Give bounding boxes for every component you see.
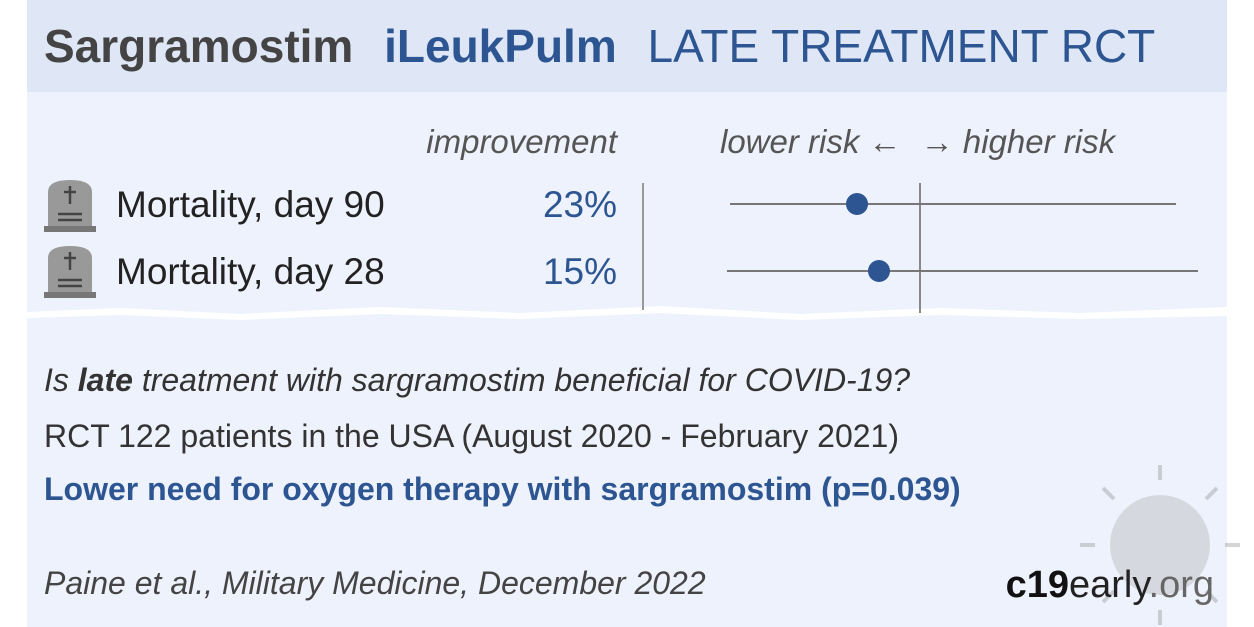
site-part: c19 — [1006, 564, 1069, 606]
improvement: 15% — [543, 251, 617, 292]
site-part: .org — [1149, 564, 1214, 606]
drug: Sargramostim — [44, 20, 353, 72]
lower-risk-text: lower risk ← — [720, 123, 902, 160]
question: Is late treatment with sargramostim bene… — [44, 362, 910, 398]
virus-icon — [1080, 465, 1240, 625]
tombstone-1 — [44, 180, 96, 232]
treatment-label: LATE TREATMENT RCT — [648, 20, 1156, 72]
citation: Paine et al., Military Medicine, Decembe… — [44, 565, 706, 601]
site-part: early — [1069, 564, 1151, 606]
tombstone-2 — [44, 246, 96, 298]
effect-dot — [846, 193, 868, 215]
question-end: treatment with sargramostim beneficial f… — [133, 362, 910, 398]
header-title: Sargramostim iLeukPulm LATE TREATMENT RC… — [44, 20, 1155, 72]
site: c19early.org — [1006, 564, 1214, 606]
conclusion: Lower need for oxygen therapy with sargr… — [44, 471, 961, 507]
question-start: Is — [44, 362, 78, 398]
improvement-heading: improvement — [426, 123, 619, 160]
outcome: Mortality, day 28 — [116, 251, 385, 292]
details: RCT 122 patients in the USA (August 2020… — [44, 418, 899, 454]
torn-edge-lower — [27, 313, 1227, 322]
improvement: 23% — [543, 184, 617, 225]
higher-risk-text: → higher risk — [921, 123, 1117, 160]
lower-risk: lower risk ← → higher risk — [720, 123, 1117, 160]
header-band — [27, 0, 1227, 92]
trial: iLeukPulm — [384, 20, 617, 72]
outcome: Mortality, day 90 — [116, 184, 385, 225]
question-emphasis: late — [78, 362, 133, 398]
effect-dot — [868, 260, 890, 282]
